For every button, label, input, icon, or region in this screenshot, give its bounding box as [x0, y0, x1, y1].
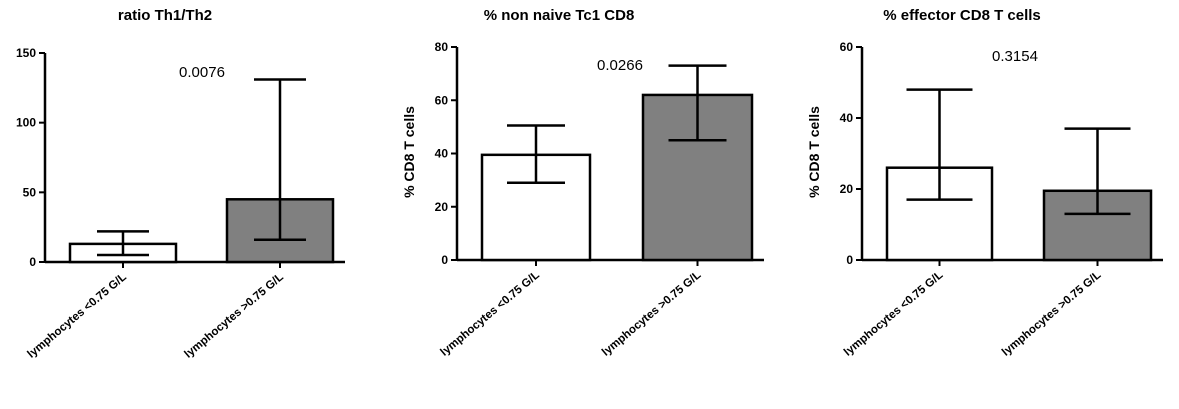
y-tick-label: 0 — [846, 253, 853, 267]
panel-2-p-value: 0.0266 — [597, 57, 643, 74]
x-category-label: lymphocytes <0.75 G/L — [25, 271, 128, 361]
panel-3-p-value: 0.3154 — [992, 48, 1038, 65]
panel-2-title: % non naive Tc1 CD8 — [484, 7, 635, 24]
panel-1-plot-area: 0 50 100 150 lymphocytes <0.75 G/L lymphocyte… — [16, 46, 345, 361]
panel-2: % non naive Tc1 CD8 % CD8 T cells 0.0266… — [401, 7, 764, 359]
panel-1-p-value: 0.0076 — [179, 64, 225, 81]
y-tick-label: 150 — [16, 46, 36, 60]
panel-1: ratio Th1/Th2 0.0076 0 50 100 150 lymphocyte… — [16, 7, 345, 361]
y-tick-label: 20 — [840, 182, 854, 196]
panel-3-title: % effector CD8 T cells — [883, 7, 1041, 24]
x-category-label: lymphocytes <0.75 G/L — [842, 269, 945, 359]
panel-3-y-axis-label: % CD8 T cells — [806, 106, 822, 198]
y-tick-label: 40 — [840, 111, 854, 125]
x-category-label: lymphocytes >0.75 G/L — [1000, 269, 1103, 359]
y-tick-label: 20 — [435, 200, 449, 214]
x-category-label: lymphocytes >0.75 G/L — [182, 271, 285, 361]
panel-2-y-axis-label: % CD8 T cells — [401, 106, 417, 198]
y-tick-label: 0 — [441, 253, 448, 267]
y-tick-label: 60 — [840, 40, 854, 54]
x-category-label: lymphocytes <0.75 G/L — [438, 269, 541, 359]
panel-1-title: ratio Th1/Th2 — [118, 7, 212, 24]
y-tick-label: 40 — [435, 147, 449, 161]
panel-2-plot-area: 0 20 40 60 80 lymphocytes <0.75 G/L lymphocyte… — [435, 40, 764, 359]
y-tick-label: 80 — [435, 40, 449, 54]
y-tick-label: 50 — [23, 185, 37, 199]
y-tick-label: 0 — [29, 255, 36, 269]
x-category-label: lymphocytes >0.75 G/L — [600, 269, 703, 359]
panel-3: % effector CD8 T cells % CD8 T cells 0.3… — [806, 7, 1163, 359]
panel-3-plot-area: 0 20 40 60 lymphocytes <0.75 G/L lymphocytes … — [840, 40, 1163, 359]
y-tick-label: 100 — [16, 116, 36, 130]
y-tick-label: 60 — [435, 93, 449, 107]
